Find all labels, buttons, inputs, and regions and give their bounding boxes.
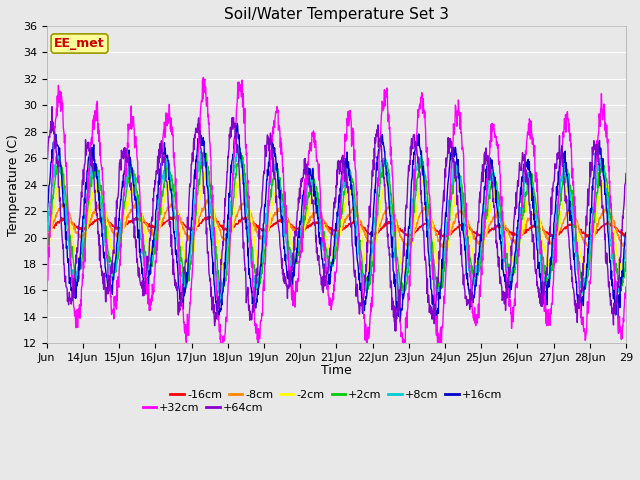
- +2cm: [236, 146, 244, 152]
- Line: -2cm: -2cm: [47, 171, 626, 279]
- -16cm: [622, 233, 630, 239]
- X-axis label: Time: Time: [321, 364, 352, 377]
- -8cm: [439, 245, 447, 251]
- +32cm: [200, 74, 207, 80]
- -2cm: [43, 258, 51, 264]
- +2cm: [615, 273, 623, 278]
- +2cm: [474, 265, 481, 271]
- +2cm: [399, 296, 407, 302]
- +16cm: [133, 219, 141, 225]
- +8cm: [474, 273, 481, 279]
- +64cm: [43, 144, 51, 149]
- -16cm: [311, 221, 319, 227]
- Line: +64cm: +64cm: [47, 107, 626, 331]
- -16cm: [558, 228, 566, 234]
- +64cm: [474, 224, 481, 229]
- -2cm: [322, 234, 330, 240]
- -2cm: [559, 203, 566, 208]
- +2cm: [311, 178, 319, 184]
- -8cm: [615, 234, 623, 240]
- +8cm: [322, 264, 330, 270]
- -2cm: [622, 253, 630, 259]
- -8cm: [322, 220, 330, 226]
- +16cm: [559, 155, 566, 161]
- +64cm: [322, 276, 330, 282]
- -8cm: [43, 238, 51, 243]
- +32cm: [218, 350, 225, 356]
- +64cm: [134, 261, 141, 267]
- +64cm: [559, 163, 566, 168]
- -2cm: [474, 264, 481, 269]
- -16cm: [474, 233, 481, 239]
- +16cm: [615, 293, 623, 299]
- Line: -8cm: -8cm: [47, 199, 626, 248]
- +16cm: [474, 271, 481, 276]
- Line: +32cm: +32cm: [47, 77, 626, 353]
- -2cm: [311, 197, 319, 203]
- +8cm: [615, 288, 623, 293]
- +32cm: [615, 323, 623, 328]
- -8cm: [241, 196, 248, 202]
- Text: EE_met: EE_met: [54, 37, 105, 50]
- +32cm: [311, 144, 319, 150]
- Title: Soil/Water Temperature Set 3: Soil/Water Temperature Set 3: [224, 7, 449, 22]
- +2cm: [622, 259, 630, 265]
- -16cm: [615, 228, 623, 234]
- -2cm: [615, 263, 623, 268]
- Legend: +32cm, +64cm: +32cm, +64cm: [138, 398, 268, 417]
- +64cm: [615, 272, 623, 278]
- +64cm: [622, 171, 630, 177]
- +16cm: [433, 318, 440, 324]
- +16cm: [622, 230, 630, 236]
- +8cm: [217, 300, 225, 305]
- +16cm: [43, 219, 51, 225]
- +64cm: [311, 221, 319, 227]
- +32cm: [559, 140, 566, 146]
- -8cm: [622, 240, 630, 246]
- -2cm: [202, 168, 209, 174]
- +16cm: [311, 192, 319, 198]
- Line: -16cm: -16cm: [47, 216, 626, 238]
- +32cm: [322, 270, 330, 276]
- +8cm: [233, 141, 241, 147]
- +32cm: [474, 312, 481, 318]
- +8cm: [133, 197, 141, 203]
- +32cm: [133, 156, 141, 162]
- -8cm: [559, 220, 566, 226]
- +32cm: [43, 301, 51, 307]
- -16cm: [133, 216, 141, 222]
- +8cm: [622, 248, 630, 253]
- +2cm: [133, 189, 141, 195]
- Line: +16cm: +16cm: [47, 123, 626, 321]
- +16cm: [234, 120, 241, 126]
- -8cm: [311, 211, 319, 216]
- -16cm: [206, 214, 214, 219]
- +8cm: [43, 240, 51, 245]
- +32cm: [622, 284, 630, 290]
- +64cm: [392, 328, 399, 334]
- +16cm: [322, 278, 330, 284]
- Y-axis label: Temperature (C): Temperature (C): [7, 133, 20, 236]
- -16cm: [589, 235, 596, 240]
- +2cm: [559, 182, 566, 188]
- Line: +2cm: +2cm: [47, 149, 626, 299]
- -8cm: [474, 240, 481, 246]
- +64cm: [48, 104, 56, 109]
- +8cm: [311, 184, 319, 190]
- -8cm: [133, 203, 141, 209]
- +2cm: [322, 244, 330, 250]
- -2cm: [133, 195, 141, 201]
- -16cm: [322, 223, 330, 229]
- Line: +8cm: +8cm: [47, 144, 626, 302]
- +8cm: [559, 171, 566, 177]
- -2cm: [437, 276, 445, 282]
- +2cm: [43, 250, 51, 255]
- -16cm: [43, 226, 51, 232]
